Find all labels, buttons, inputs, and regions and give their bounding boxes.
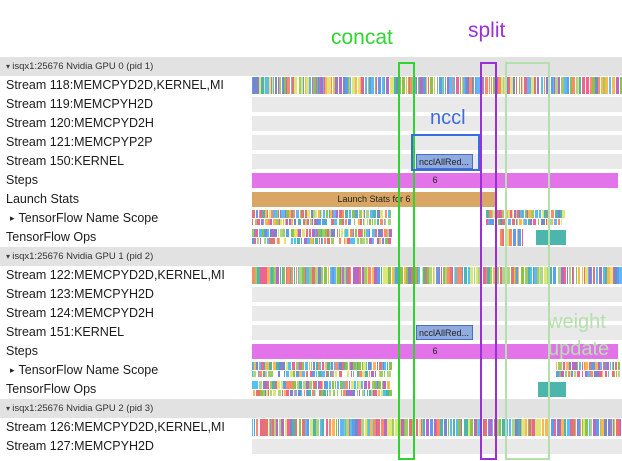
process-header-label: isqx1:25676 Nvidia GPU 2 (pid 3) [12,403,154,414]
track-label[interactable]: Stream 120:MEMCPYD2H [0,114,252,133]
process-header-row: ▾ isqx1:25676 Nvidia GPU 0 (pid 1) [0,57,622,76]
trace-event-cluster[interactable] [252,418,622,437]
track-row: Stream 123:MEMCPYH2D [0,285,622,304]
track-label-text: Stream 121:MEMCPYP2P [6,135,153,149]
process-header-label: isqx1:25676 Nvidia GPU 0 (pid 1) [12,61,154,72]
track-label-text: Steps [6,344,38,358]
empty-track [252,116,622,131]
expand-triangle-icon[interactable]: ▸ [10,365,15,375]
empty-track [252,97,622,112]
expand-triangle-icon[interactable]: ▸ [10,213,15,223]
track-label[interactable]: Launch Stats [0,190,252,209]
track-label[interactable]: ▸ TensorFlow Name Scope [0,209,252,228]
track-label-text: Stream 123:MEMCPYH2D [6,287,154,301]
track-label-text: Launch Stats [6,192,79,206]
track-label-text: Stream 150:KERNEL [6,154,125,168]
track-row: Stream 118:MEMCPYD2D,KERNEL,MI [0,76,622,95]
track-row: Stream 120:MEMCPYD2H [0,114,622,133]
track-row: Stream 121:MEMCPYP2P [0,133,622,152]
step-event[interactable]: 6 [252,344,618,359]
track-row: 6 Steps [0,171,622,190]
track-row: ncclAllRed... Stream 150:KERNEL [0,152,622,171]
track-label[interactable]: Stream 150:KERNEL [0,152,252,171]
track-row: Stream 119:MEMCPYH2D [0,95,622,114]
empty-track [252,306,622,321]
process-header-row: ▾ isqx1:25676 Nvidia GPU 1 (pid 2) [0,247,622,266]
track-label[interactable]: Stream 118:MEMCPYD2D,KERNEL,MI [0,76,252,95]
empty-track [252,439,622,454]
track-label[interactable]: Stream 123:MEMCPYH2D [0,285,252,304]
trace-event-cluster[interactable] [500,228,524,247]
step-event[interactable]: 6 [252,173,618,188]
track-label-text: Stream 124:MEMCPYD2H [6,306,154,320]
track-label[interactable]: Stream 124:MEMCPYD2H [0,304,252,323]
track-row: ▸ TensorFlow Name Scope [0,209,622,228]
track-label-text: Steps [6,173,38,187]
trace-event-cluster[interactable] [556,361,620,380]
track-label-text: Stream 120:MEMCPYD2H [6,116,154,130]
track-label[interactable]: Stream 126:MEMCPYD2D,KERNEL,MI [0,418,252,437]
track-row: Stream 122:MEMCPYD2D,KERNEL,MI [0,266,622,285]
trace-event-cluster[interactable] [486,209,566,228]
trace-event-cluster[interactable] [252,266,622,285]
track-label-text: TensorFlow Ops [6,230,97,244]
track-label-text: TensorFlow Ops [6,382,97,396]
process-header[interactable]: ▾ isqx1:25676 Nvidia GPU 1 (pid 2) [0,247,622,266]
collapse-triangle-icon: ▾ [6,404,13,413]
track-label[interactable]: Stream 119:MEMCPYH2D [0,95,252,114]
track-label[interactable]: Stream 121:MEMCPYP2P [0,133,252,152]
trace-event[interactable] [538,382,566,397]
track-label[interactable]: ▸ TensorFlow Name Scope [0,361,252,380]
track-label-text: Stream 118:MEMCPYD2D,KERNEL,MI [6,78,224,92]
track-label-text: Stream 122:MEMCPYD2D,KERNEL,MI [6,268,225,282]
annotation-split-label: split [468,19,506,42]
track-row: 6 Steps [0,342,622,361]
track-label-text: Stream 119:MEMCPYH2D [6,97,154,111]
process-header-label: isqx1:25676 Nvidia GPU 1 (pid 2) [12,251,154,262]
track-label-text: TensorFlow Name Scope [18,363,159,377]
process-header[interactable]: ▾ isqx1:25676 Nvidia GPU 0 (pid 1) [0,57,622,76]
track-row: Stream 126:MEMCPYD2D,KERNEL,MI [0,418,622,437]
track-label[interactable]: TensorFlow Ops [0,228,252,247]
annotation-concat-label: concat [331,26,393,49]
track-row: TensorFlow Ops [0,228,622,247]
track-row: Stream 127:MEMCPYH2D [0,437,622,456]
track-label[interactable]: Stream 151:KERNEL [0,323,252,342]
process-header-row: ▾ isqx1:25676 Nvidia GPU 2 (pid 3) [0,399,622,418]
trace-event-cluster[interactable] [252,380,392,399]
nccl-allreduce-event[interactable]: ncclAllRed... [416,325,473,340]
launch-stats-event[interactable]: Launch Stats for 6 [252,192,496,207]
trace-event-cluster[interactable] [252,361,392,380]
track-row: TensorFlow Ops [0,380,622,399]
empty-track [252,135,622,150]
track-label[interactable]: Stream 122:MEMCPYD2D,KERNEL,MI [0,266,252,285]
track-label-text: Stream 151:KERNEL [6,325,125,339]
track-row: Stream 124:MEMCPYD2H [0,304,622,323]
trace-event[interactable] [536,230,566,245]
track-label-text: Stream 126:MEMCPYD2D,KERNEL,MI [6,420,225,434]
track-row: ncclAllRed... Stream 151:KERNEL [0,323,622,342]
trace-event-cluster[interactable] [252,228,392,247]
track-row: Launch Stats for 6 Launch Stats [0,190,622,209]
collapse-triangle-icon: ▾ [6,252,13,261]
collapse-triangle-icon: ▾ [6,62,13,71]
timeline-rows: ▾ isqx1:25676 Nvidia GPU 0 (pid 1) Stream… [0,57,622,461]
track-label[interactable]: TensorFlow Ops [0,380,252,399]
process-header[interactable]: ▾ isqx1:25676 Nvidia GPU 2 (pid 3) [0,399,622,418]
track-label-text: Stream 127:MEMCPYH2D [6,439,154,453]
track-row: ▸ TensorFlow Name Scope [0,361,622,380]
track-label[interactable]: Stream 127:MEMCPYH2D [0,437,252,456]
track-label[interactable]: Steps [0,171,252,190]
trace-event-cluster[interactable] [252,76,622,95]
trace-event-cluster[interactable] [252,209,392,228]
empty-track [252,287,622,302]
nccl-allreduce-event[interactable]: ncclAllRed... [416,154,473,169]
track-label-text: TensorFlow Name Scope [18,211,159,225]
track-label[interactable]: Steps [0,342,252,361]
